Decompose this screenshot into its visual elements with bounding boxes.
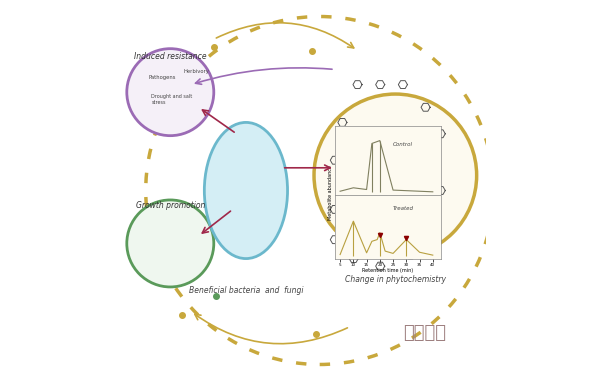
Text: Change in phytochemistry: Change in phytochemistry bbox=[345, 275, 446, 284]
Text: Induced resistance: Induced resistance bbox=[134, 52, 207, 61]
Text: Drought and salt
stress: Drought and salt stress bbox=[151, 94, 192, 105]
Ellipse shape bbox=[204, 122, 287, 259]
Text: Growth promotion: Growth promotion bbox=[135, 201, 205, 210]
Circle shape bbox=[127, 200, 214, 287]
Text: Beneficial bacteria  and  fungi: Beneficial bacteria and fungi bbox=[189, 286, 303, 295]
Text: 尚辰众原: 尚辰众原 bbox=[403, 324, 447, 342]
Text: Pathogens: Pathogens bbox=[148, 75, 176, 80]
Circle shape bbox=[314, 94, 476, 257]
Text: Herbivory: Herbivory bbox=[184, 69, 210, 74]
Circle shape bbox=[127, 49, 214, 136]
